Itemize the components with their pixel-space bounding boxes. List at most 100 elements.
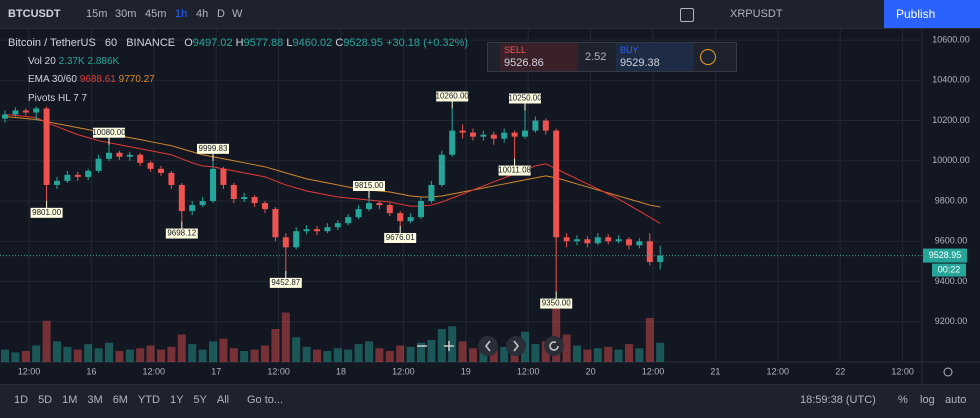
candle-body bbox=[199, 201, 206, 206]
pivot-label: 9999.83 bbox=[199, 144, 228, 153]
volume-bar bbox=[63, 346, 72, 362]
x-tick-label: 12:00 bbox=[767, 366, 790, 376]
interval[interactable]: 4h bbox=[196, 8, 209, 20]
pivot-label-bg bbox=[269, 277, 302, 288]
interval[interactable]: 1h bbox=[175, 8, 188, 20]
log-toggle[interactable]: log bbox=[920, 394, 935, 406]
auto-toggle[interactable]: auto bbox=[945, 394, 967, 406]
range-button[interactable]: 1M bbox=[62, 394, 78, 406]
pivot-label: 10250.00 bbox=[508, 94, 542, 103]
candle-body bbox=[22, 110, 29, 113]
volume-bar bbox=[437, 329, 446, 362]
x-tick-label: 12:00 bbox=[517, 366, 540, 376]
compare-symbol[interactable]: XRPUSDT bbox=[730, 8, 783, 20]
volume-bar bbox=[115, 351, 124, 362]
candle-body bbox=[490, 134, 497, 139]
scroll-right[interactable] bbox=[506, 336, 526, 356]
candle-body bbox=[366, 203, 372, 210]
pivot-label: 9801.00 bbox=[32, 208, 61, 217]
candle-body bbox=[303, 229, 310, 232]
x-tick-label: 18 bbox=[336, 366, 346, 376]
range-button[interactable]: 5D bbox=[38, 394, 53, 406]
volume-bar bbox=[448, 326, 457, 362]
buy-button[interactable]: BUY 9529.38 bbox=[616, 43, 694, 71]
x-tick-label: 17 bbox=[211, 366, 221, 376]
reset[interactable] bbox=[544, 336, 564, 356]
ema-line bbox=[4, 114, 661, 224]
info-icon[interactable] bbox=[700, 49, 716, 65]
nav-buttons bbox=[417, 336, 564, 356]
interval[interactable]: D bbox=[217, 8, 225, 20]
range-button[interactable]: 5Y bbox=[193, 394, 207, 406]
volume-bar bbox=[604, 346, 613, 362]
interval[interactable]: 45m bbox=[145, 8, 167, 20]
candle-body bbox=[220, 168, 227, 185]
candle-body bbox=[189, 205, 196, 212]
legend-h: H bbox=[235, 37, 244, 49]
range-button[interactable]: All bbox=[216, 394, 230, 406]
volume-bar bbox=[32, 345, 41, 362]
candle-body bbox=[314, 229, 320, 232]
legend-ema: EMA 30/60 9688.61 9770.27 bbox=[28, 74, 155, 85]
interval[interactable]: W bbox=[232, 8, 243, 20]
volume-bar bbox=[53, 341, 61, 362]
x-tick-label: 22 bbox=[835, 366, 845, 376]
candle-body bbox=[480, 134, 487, 137]
volume-bar bbox=[261, 345, 269, 362]
publish-button[interactable]: Publish bbox=[884, 0, 980, 28]
candle-body bbox=[137, 154, 144, 163]
scroll-right-icon bbox=[513, 340, 519, 352]
volume-bar bbox=[385, 351, 394, 362]
range-button[interactable]: 1Y bbox=[169, 394, 184, 406]
candle-body bbox=[438, 154, 445, 185]
bottom-bar: 1D 5D 1M 3M 6M YTD 1Y 5Y All Go to... 18:59:38 (… bbox=[0, 384, 980, 418]
interval[interactable]: 30m bbox=[115, 8, 137, 20]
range-button[interactable]: 3M bbox=[87, 394, 103, 406]
scroll-left[interactable] bbox=[478, 336, 498, 356]
volume-bar bbox=[656, 342, 665, 362]
volume-bar bbox=[417, 342, 425, 362]
ema-slow-value: 9770.27 bbox=[118, 74, 155, 85]
candle-body bbox=[386, 205, 393, 214]
volume-bar bbox=[593, 348, 602, 362]
candle-body bbox=[615, 239, 622, 242]
volume-bar bbox=[625, 344, 633, 362]
volume-bar bbox=[281, 312, 290, 362]
x-tick-label: 12:00 bbox=[642, 366, 665, 376]
candle-body bbox=[282, 237, 289, 248]
interval[interactable]: 15m bbox=[86, 8, 108, 20]
volume-bar bbox=[365, 341, 373, 362]
candle-body bbox=[158, 168, 164, 173]
range-button[interactable]: 1D bbox=[14, 394, 29, 406]
volume-bar bbox=[500, 346, 509, 362]
volume-bar bbox=[136, 348, 145, 362]
candle-body bbox=[272, 209, 279, 238]
legend-symbol: Bitcoin / TetherUS bbox=[8, 37, 96, 49]
settings-icon[interactable] bbox=[943, 367, 953, 377]
y-tick-label: 9200.00 bbox=[935, 316, 968, 326]
range-button[interactable]: 6M bbox=[112, 394, 128, 406]
sell-button[interactable]: SELL 9526.86 bbox=[500, 43, 578, 71]
percent-toggle[interactable]: % bbox=[898, 394, 908, 406]
volume-bar bbox=[531, 344, 540, 362]
buy-price: 9529.38 bbox=[620, 57, 660, 69]
range-button[interactable]: YTD bbox=[137, 394, 160, 406]
pivot-label-bg bbox=[436, 91, 469, 102]
pivot-label-bg bbox=[498, 165, 531, 176]
volume-bar bbox=[209, 341, 217, 362]
volume-bar bbox=[375, 348, 384, 362]
candle-body bbox=[584, 239, 591, 244]
goto[interactable]: Go to... bbox=[247, 394, 284, 406]
volume-bar bbox=[458, 341, 467, 362]
symbol[interactable]: BTCUSDT bbox=[8, 8, 61, 20]
layout-icon[interactable] bbox=[680, 8, 694, 22]
candle-body bbox=[522, 130, 528, 137]
volume-bar bbox=[323, 351, 332, 362]
legend-pivots: Pivots HL 7 7 bbox=[28, 93, 88, 104]
candle-body bbox=[293, 231, 300, 248]
legend-high: 9577.88 bbox=[243, 37, 284, 49]
pivot-label-bg bbox=[353, 181, 385, 192]
ema-fast-value: 9688.61 bbox=[79, 74, 116, 85]
candle-body bbox=[553, 130, 560, 238]
